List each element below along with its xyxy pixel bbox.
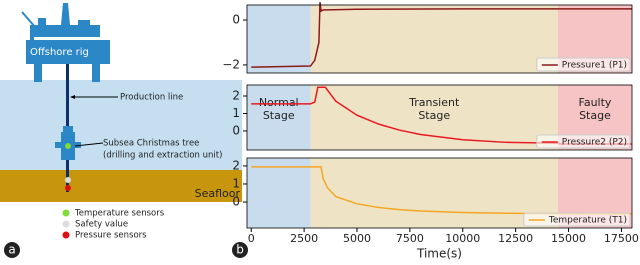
temp-sensor bbox=[65, 143, 71, 149]
stage-label: Stage bbox=[263, 109, 295, 122]
legend-label: Pressure1 (P1) bbox=[562, 61, 627, 71]
rig bbox=[21, 3, 110, 82]
legend: Pressure2 (P2) bbox=[536, 134, 631, 149]
stage-label: Transient bbox=[408, 96, 460, 109]
legend: Temperature (T1) bbox=[523, 212, 631, 227]
y-tick-label: 0 bbox=[232, 195, 240, 209]
tree-sub-label: (drilling and extraction unit) bbox=[103, 151, 222, 161]
legend-box bbox=[536, 57, 631, 72]
plot-frame bbox=[246, 4, 633, 74]
stage-span bbox=[247, 5, 311, 73]
y-tick-label: 0 bbox=[232, 13, 240, 27]
x-axis-label: Time(s) bbox=[416, 247, 462, 261]
y-tick-label: 1 bbox=[232, 176, 240, 190]
series-line bbox=[251, 166, 633, 215]
tree-label: Subsea Christmas tree bbox=[103, 139, 199, 149]
x-tick-label: 2500 bbox=[290, 232, 318, 245]
legend-label: Safety value bbox=[75, 220, 128, 230]
seafloor-label: Seafloor bbox=[195, 187, 241, 200]
stage-label: Faulty bbox=[579, 96, 612, 109]
y-tick-label: 0 bbox=[232, 123, 240, 137]
x-tick-label: 15000 bbox=[551, 232, 586, 245]
stage-span bbox=[247, 158, 311, 228]
series-line bbox=[251, 1, 632, 68]
plot-frame bbox=[246, 157, 633, 229]
x-tick-label: 10000 bbox=[445, 232, 480, 245]
legend-label: Pressure sensors bbox=[75, 231, 147, 241]
stage-span bbox=[310, 158, 558, 228]
legend-label: Temperature sensors bbox=[74, 209, 165, 219]
x-tick-label: 5000 bbox=[343, 232, 371, 245]
plot-frame bbox=[246, 84, 633, 151]
legend-box bbox=[536, 134, 631, 149]
y-tick-label: 2 bbox=[232, 89, 240, 103]
x-tick-label: 17500 bbox=[604, 232, 639, 245]
legend-box bbox=[523, 212, 631, 227]
panel-label: a bbox=[8, 243, 15, 257]
line-label: Production line bbox=[120, 93, 183, 103]
legend-label: Temperature (T1) bbox=[548, 216, 627, 226]
series-line bbox=[251, 86, 632, 145]
stage-span bbox=[310, 85, 558, 150]
y-tick-label: 1 bbox=[232, 106, 240, 120]
legend: Pressure1 (P1) bbox=[536, 57, 631, 72]
rig-label: Offshore rig bbox=[30, 47, 89, 58]
safety-valve bbox=[65, 177, 71, 183]
panel-label: b bbox=[236, 243, 244, 257]
pressure-sensor bbox=[65, 185, 71, 191]
seafloor bbox=[0, 170, 242, 202]
sea bbox=[0, 80, 242, 170]
y-tick-label: −2 bbox=[222, 57, 240, 71]
stage-span bbox=[247, 85, 311, 150]
stage-label: Stage bbox=[579, 109, 611, 122]
x-tick-label: 12500 bbox=[498, 232, 533, 245]
legend-label: Pressure2 (P2) bbox=[562, 138, 627, 148]
x-tick-label: 0 bbox=[248, 232, 255, 245]
y-tick-label: 2 bbox=[232, 158, 240, 172]
stage-label: Stage bbox=[418, 109, 450, 122]
x-tick-label: 7500 bbox=[396, 232, 424, 245]
stage-span bbox=[310, 5, 558, 73]
diagram: Offshore rig Production line Subsea Chri… bbox=[0, 3, 248, 258]
stage-label: Normal bbox=[259, 96, 299, 109]
